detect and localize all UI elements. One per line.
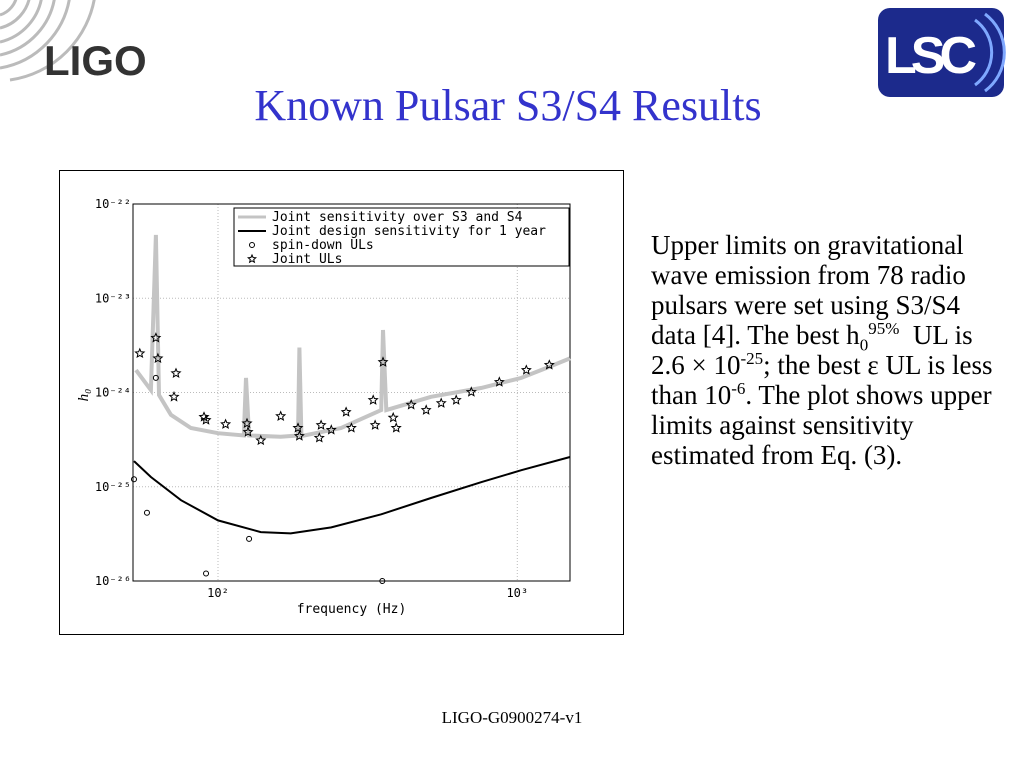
joint-ul-point <box>450 394 462 405</box>
joint-ul-point <box>313 432 325 443</box>
joint-ul-point <box>369 419 381 430</box>
legend-swatch <box>249 242 255 248</box>
spin-down-point <box>203 570 210 577</box>
logo-left: LIGO <box>44 37 147 84</box>
joint-ul-point <box>465 386 477 397</box>
joint-ul-point <box>435 397 447 408</box>
joint-ul-point <box>340 406 352 417</box>
joint-ul-point <box>134 347 146 359</box>
joint-ul-point <box>168 390 180 402</box>
spin-down-point <box>143 509 150 516</box>
text-run: UL is 2.6 × 10 <box>651 320 980 380</box>
joint-ul-point <box>241 417 253 429</box>
lsc-logo-arcs <box>974 12 1006 93</box>
joint-ul-point <box>520 364 532 375</box>
spin-down-point <box>379 578 386 584</box>
joint-ul-point <box>405 398 417 410</box>
slide-title: Known Pulsar S3/S4 Results <box>254 81 761 130</box>
chart: 10⁻²⁶ 10⁻²⁵ 10⁻²⁴ 10⁻²³ 10⁻²² 10² 10³ frequency… <box>76 197 571 617</box>
joint-ul-point <box>293 430 305 441</box>
text-run: -25 <box>740 349 764 368</box>
spin-down-point <box>246 535 253 542</box>
y-tick-label: 10⁻²⁵ <box>95 480 131 494</box>
joint-ul-point <box>255 434 267 446</box>
lsc-logo-bg <box>878 8 1004 97</box>
joint-ul-point <box>543 359 555 370</box>
joint-ul-point <box>377 356 389 367</box>
legend-swatch <box>247 253 257 264</box>
joint-ul-point <box>150 332 162 343</box>
joint-ul-point <box>315 419 327 430</box>
logo-right: LSC <box>885 27 977 85</box>
text-run: . The plot shows upper limits against se… <box>651 380 999 470</box>
legend-box <box>233 207 570 267</box>
joint-ul-point <box>152 352 164 364</box>
legend-label: spin-down ULs <box>272 238 374 253</box>
series-line <box>134 234 571 439</box>
spin-down-point <box>130 476 137 483</box>
joint-ul-point <box>390 422 402 433</box>
legend-label: Joint sensitivity over S3 and S4 <box>272 210 523 225</box>
joint-ul-point <box>200 414 212 425</box>
x-axis-label: frequency (Hz) <box>297 602 407 617</box>
series-line <box>133 456 571 535</box>
legend-label: Joint design sensitivity for 1 year <box>272 224 546 239</box>
y-axis-label: h₀ <box>76 389 92 402</box>
joint-ul-point <box>420 404 432 415</box>
y-tick-label: 10⁻²⁴ <box>95 386 131 400</box>
joint-ul-point <box>242 426 254 437</box>
spin-down-point <box>152 374 159 381</box>
text-run: 0 <box>859 335 869 355</box>
y-tick-label: 10⁻²⁶ <box>95 574 131 588</box>
joint-ul-point <box>325 424 337 435</box>
y-tick-label: 10⁻²³ <box>95 291 131 305</box>
plot-border <box>132 203 571 582</box>
y-tick-label: 10⁻²² <box>95 197 131 211</box>
joint-ul-point <box>198 411 210 422</box>
joint-ul-point <box>220 418 232 429</box>
description: Upper limits on gravitational wave emiss… <box>651 230 996 470</box>
text-run: ; the best ε UL is less than 10 <box>651 350 1000 410</box>
text-run: Upper limits on gravitational wave emiss… <box>651 230 973 350</box>
joint-ul-point <box>170 367 182 378</box>
ligo-logo-arcs <box>0 0 96 82</box>
joint-ul-point <box>367 394 379 405</box>
legend-label: Joint ULs <box>272 252 342 267</box>
joint-ul-point <box>345 422 357 433</box>
x-tick-label: 10³ <box>506 586 528 600</box>
joint-ul-point <box>493 376 505 387</box>
joint-ul-point <box>292 422 304 433</box>
joint-ul-point <box>275 410 287 421</box>
joint-ul-point <box>387 411 399 423</box>
text-run: 95% <box>868 319 900 338</box>
x-tick-label: 10² <box>207 586 229 600</box>
text-run: -6 <box>731 379 746 398</box>
footer: LIGO-G0900274-v1 <box>441 708 583 727</box>
